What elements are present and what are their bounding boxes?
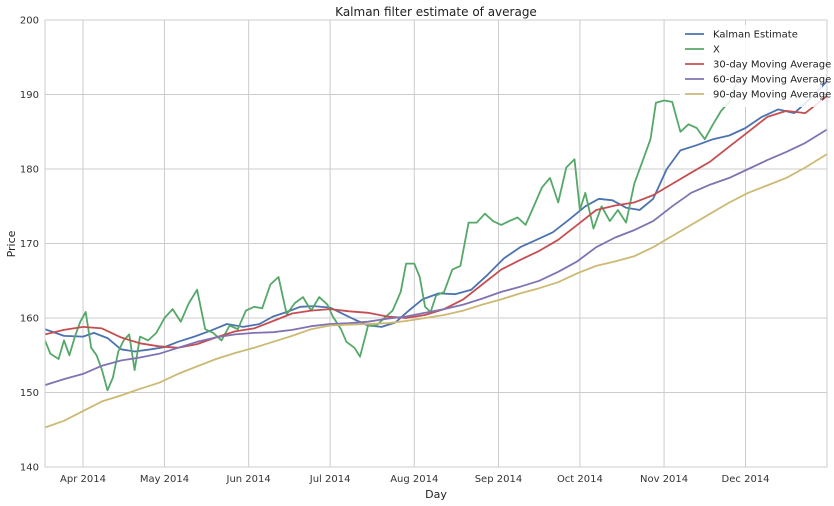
legend-entry: Kalman Estimate [713,30,798,41]
series-line-3 [45,128,827,386]
x-tick-label: Aug 2014 [390,474,438,485]
legend-entry: 30-day Moving Average [713,60,831,71]
y-tick-label: 140 [20,463,39,474]
x-tick-label: Jul 2014 [309,474,351,485]
x-tick-label: Apr 2014 [60,474,106,485]
x-tick-label: May 2014 [140,474,189,485]
chart-title: Kalman filter estimate of average [335,5,537,19]
y-tick-label: 200 [20,16,39,27]
legend: Kalman Estimate X 30-day Moving Average 60-… [680,25,831,107]
legend-entry: 90-day Moving Average [713,90,831,101]
x-tick-label: Dec 2014 [722,474,770,485]
x-tick-label: Sep 2014 [475,474,522,485]
x-axis-label: Day [425,488,447,501]
y-tick-labels: 140 150 160 170 180 190 200 [20,16,39,474]
y-tick-label: 150 [20,388,39,399]
legend-entry: X [713,45,720,56]
series-lines [45,79,827,429]
y-axis-label: Price [5,230,18,257]
y-tick-label: 160 [20,314,39,325]
series-line-4 [45,153,827,429]
series-line-2 [45,95,827,349]
y-tick-label: 190 [20,90,39,101]
legend-entry: 60-day Moving Average [713,75,831,86]
y-tick-label: 170 [20,239,39,250]
plot-frame [44,19,828,468]
x-tick-label: Nov 2014 [640,474,688,485]
grid [45,19,827,468]
series-line-0 [45,80,827,353]
x-tick-label: Oct 2014 [557,474,603,485]
x-tick-labels: Apr 2014 May 2014 Jun 2014 Jul 2014 Aug 2014… [60,474,769,485]
y-tick-label: 180 [20,165,39,176]
x-tick-label: Jun 2014 [226,474,271,485]
